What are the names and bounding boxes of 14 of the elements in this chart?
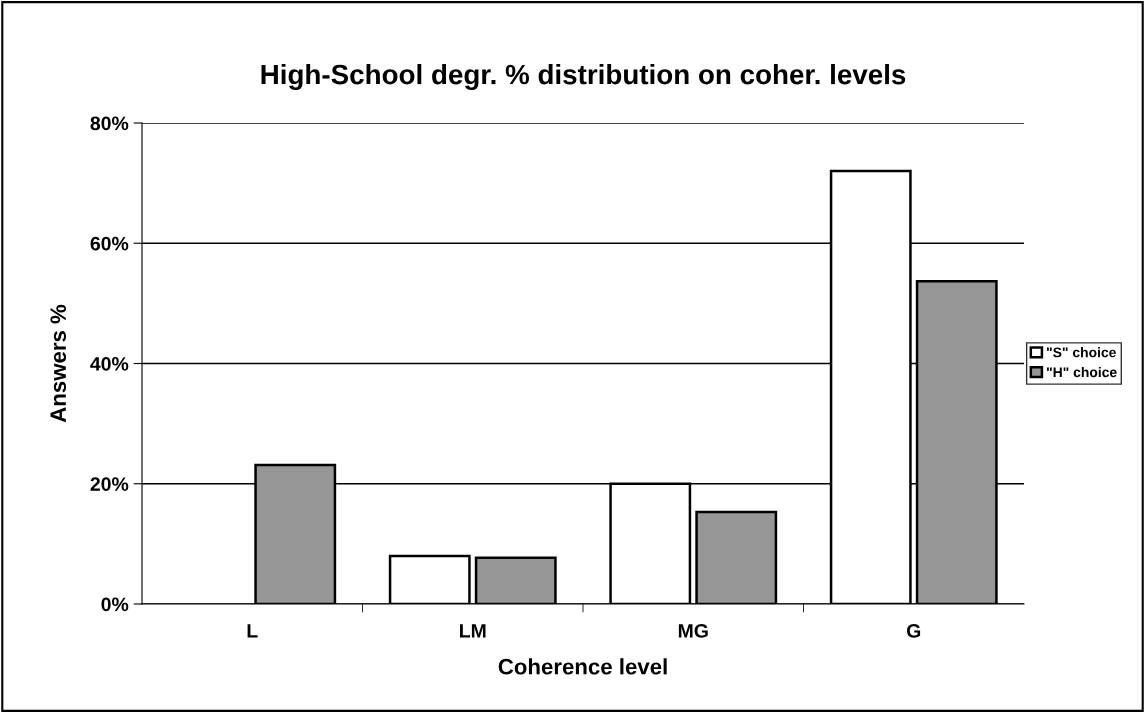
y-tick-label: 80%: [90, 116, 129, 131]
x-axis-title: Coherence level: [498, 658, 667, 675]
legend-label: "H" choice: [1047, 366, 1117, 378]
chart-title: High-School degr. % distribution on coher. levels: [261, 63, 906, 90]
x-tick-label: L: [247, 624, 258, 638]
y-tick-label: 60%: [90, 236, 129, 251]
y-tick-label: 20%: [90, 477, 129, 491]
y-tick-label: 40%: [90, 356, 129, 371]
x-tick-label: MG: [678, 623, 708, 638]
x-tick-label: LM: [460, 624, 486, 638]
x-tick-label: G: [906, 623, 921, 638]
y-axis-title: Answers %: [50, 304, 67, 423]
y-tick-label: 0%: [101, 597, 129, 612]
legend-label: "S" choice: [1047, 347, 1116, 358]
